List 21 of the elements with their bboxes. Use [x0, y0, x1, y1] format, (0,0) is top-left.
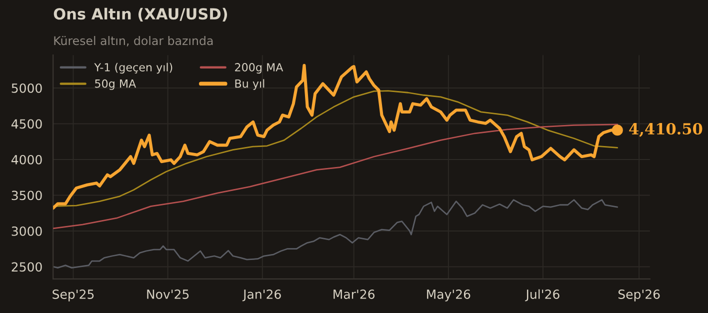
- x-tick-label: Sep'25: [52, 290, 94, 302]
- chart-subtitle: Küresel altın, dolar bazında: [54, 36, 213, 46]
- x-tick-label: May'26: [427, 290, 470, 302]
- y-tick-label: 4000: [11, 154, 42, 164]
- chart-title: Ons Altın (XAU/USD): [54, 8, 228, 22]
- y-tick-label: 3500: [12, 190, 42, 200]
- legend-label: 200g MA: [235, 63, 284, 74]
- x-tick-label: Jan'26: [242, 290, 281, 302]
- legend-label: Y-1 (geçen yıl): [94, 62, 172, 74]
- legend-label: 50g MA: [95, 79, 136, 90]
- line-series: [53, 199, 618, 268]
- legend-label: Bu yıl: [235, 79, 264, 90]
- y-tick-label: 3000: [12, 226, 42, 236]
- y-tick-label: 2500: [12, 262, 42, 272]
- y-tick-label: 4500: [11, 119, 42, 129]
- annotation: 4,410.50: [629, 123, 702, 137]
- x-tick-label: Sep'26: [618, 290, 660, 302]
- x-tick-label: Mar'26: [334, 290, 375, 299]
- x-tick-label: Jul'26: [525, 289, 560, 302]
- y-tick-label: 5000: [12, 83, 42, 93]
- x-tick-label: Nov'25: [147, 290, 189, 299]
